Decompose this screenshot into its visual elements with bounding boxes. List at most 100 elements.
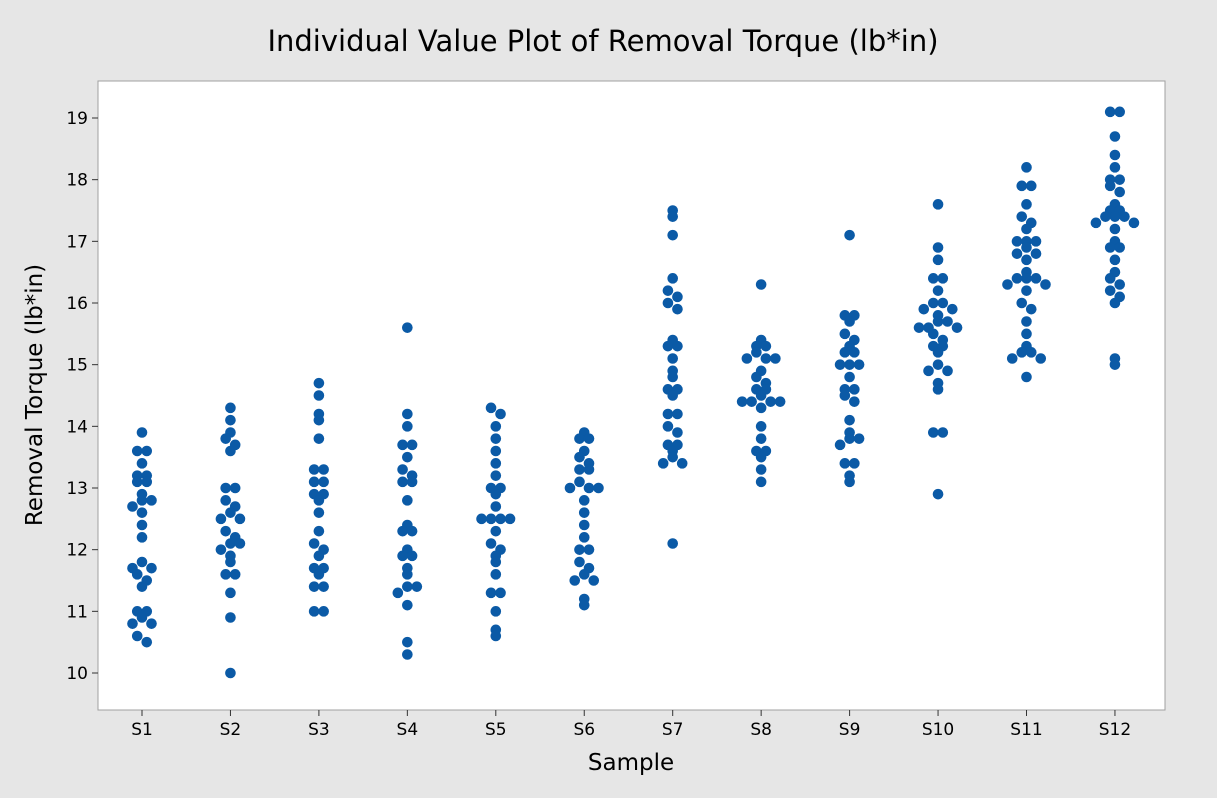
x-tick-label: S1 <box>131 720 153 740</box>
data-point <box>225 507 236 518</box>
data-point <box>146 562 157 574</box>
data-point <box>490 445 502 457</box>
data-point <box>1104 106 1116 118</box>
data-point <box>676 458 688 469</box>
data-point <box>1021 254 1032 266</box>
data-point <box>402 649 413 660</box>
data-point <box>1021 371 1032 383</box>
x-tick-label: S3 <box>308 720 330 740</box>
plot-area <box>97 80 1166 711</box>
data-point <box>1128 217 1140 229</box>
x-tick-label: S12 <box>1099 720 1131 740</box>
data-point <box>746 396 757 407</box>
data-point <box>318 581 329 592</box>
data-point <box>849 347 860 358</box>
data-point <box>667 451 678 463</box>
data-point <box>574 464 585 475</box>
data-point <box>318 606 329 617</box>
data-point <box>1109 254 1121 266</box>
data-point <box>947 303 958 315</box>
data-point <box>485 538 497 549</box>
data-point <box>849 458 860 469</box>
data-point <box>844 414 855 426</box>
data-point <box>406 550 418 562</box>
data-point <box>402 322 413 333</box>
data-point <box>942 316 953 327</box>
data-point <box>1114 106 1125 118</box>
data-point <box>672 340 683 352</box>
data-point <box>583 482 595 494</box>
data-point <box>839 328 851 340</box>
data-point <box>1016 180 1028 192</box>
data-point <box>490 458 502 469</box>
data-point <box>1114 242 1125 253</box>
data-point <box>313 507 325 518</box>
data-point <box>131 476 143 488</box>
data-point <box>667 390 678 401</box>
data-point <box>1114 186 1125 198</box>
data-point <box>932 285 944 296</box>
data-point <box>220 525 231 537</box>
data-point <box>397 439 408 451</box>
data-point <box>1104 285 1116 296</box>
data-point <box>220 433 231 444</box>
data-point <box>578 532 590 543</box>
data-point <box>402 581 413 592</box>
data-point <box>225 538 236 549</box>
data-point <box>918 303 930 315</box>
data-point <box>672 427 683 438</box>
data-point <box>136 612 148 623</box>
data-point <box>578 599 590 611</box>
data-point <box>490 488 502 500</box>
y-tick-label: 19 <box>66 109 88 129</box>
data-point <box>1021 273 1032 284</box>
data-point <box>928 427 939 438</box>
data-point <box>225 402 236 414</box>
data-point <box>755 476 767 488</box>
data-point <box>313 569 325 580</box>
data-point <box>849 384 860 395</box>
x-tick-label: S11 <box>1010 720 1042 740</box>
data-point <box>490 421 502 432</box>
y-tick-label: 13 <box>66 479 88 499</box>
data-point <box>574 556 585 568</box>
data-point <box>402 636 413 648</box>
data-point <box>928 328 939 340</box>
data-point <box>667 371 678 383</box>
y-axis-title: Removal Torque (lb*in) <box>22 264 48 526</box>
data-point <box>490 556 502 568</box>
data-point <box>667 229 678 241</box>
data-point <box>937 427 949 438</box>
data-point <box>844 316 855 327</box>
y-tick-label: 17 <box>66 232 88 252</box>
x-tick-label: S5 <box>485 720 507 740</box>
data-point <box>313 433 325 444</box>
data-point <box>765 396 776 407</box>
data-points <box>127 106 1140 679</box>
data-point <box>1104 242 1116 253</box>
data-point <box>313 525 325 537</box>
data-point <box>490 433 502 444</box>
data-point <box>1021 328 1032 340</box>
data-point <box>220 569 231 580</box>
y-tick-label: 15 <box>66 356 88 376</box>
data-point <box>308 538 320 549</box>
data-point <box>136 458 148 469</box>
data-point <box>308 476 320 488</box>
data-point <box>741 353 753 364</box>
data-point <box>593 482 604 494</box>
data-point <box>490 630 502 642</box>
data-point <box>318 476 329 488</box>
data-point <box>308 464 320 475</box>
data-point <box>490 525 502 537</box>
data-point <box>662 285 674 296</box>
data-point <box>755 390 767 401</box>
data-point <box>564 482 576 494</box>
data-point <box>490 606 502 617</box>
y-tick-label: 12 <box>66 541 88 561</box>
data-point <box>937 297 949 309</box>
data-point <box>932 384 944 395</box>
data-point <box>225 414 236 426</box>
data-point <box>406 476 418 488</box>
